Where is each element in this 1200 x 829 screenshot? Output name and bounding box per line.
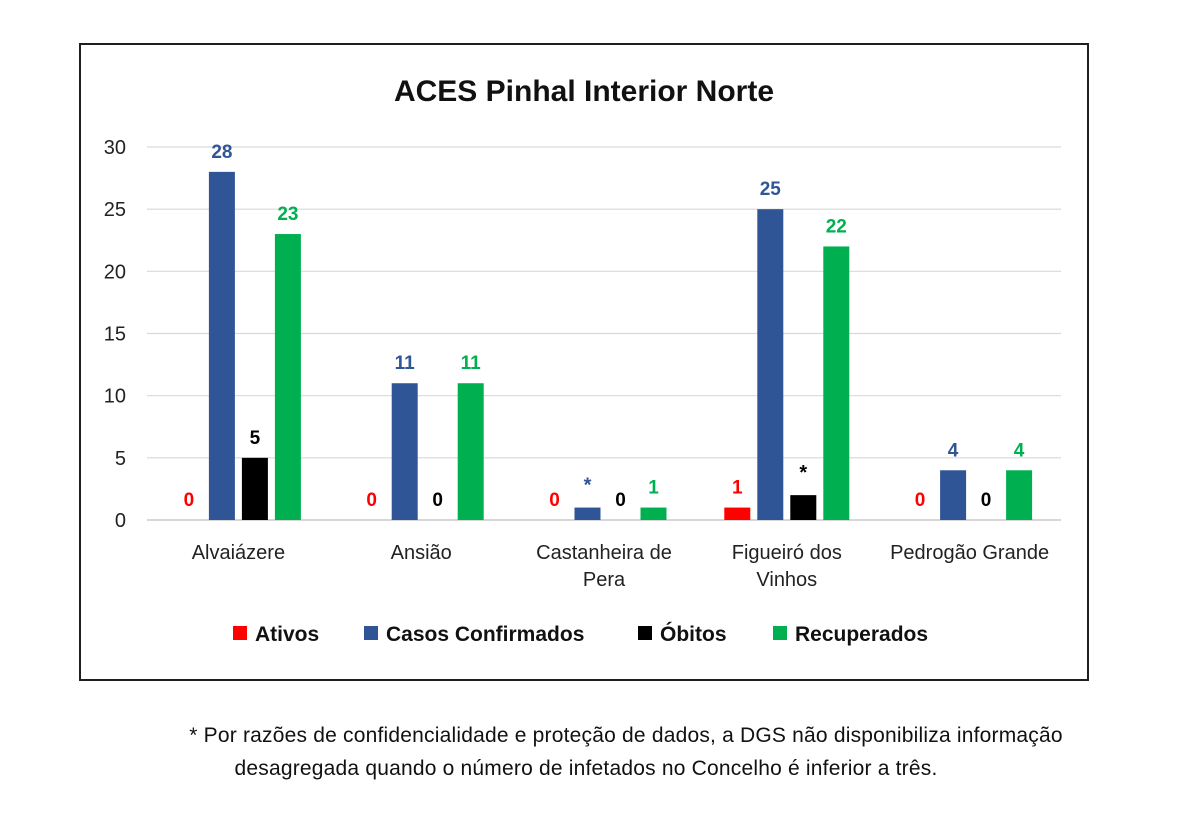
data-label: 0 [981,490,992,511]
bar-recuperados [823,246,850,520]
legend-swatch [364,626,378,640]
x-category-label: Castanheira de [536,542,672,564]
data-label: 1 [648,478,659,499]
data-label: 4 [1014,440,1025,461]
x-category-label: Alvaiázere [192,542,285,564]
data-label: 11 [461,353,482,374]
legend-swatch [638,626,652,640]
legend-label: Recuperados [795,623,928,646]
data-label: 23 [277,204,298,225]
data-label: 0 [615,490,626,511]
data-label: 0 [915,490,926,511]
legend-label: Óbitos [660,622,727,646]
legend-label: Ativos [255,623,319,646]
data-label: 0 [549,490,560,511]
bar-casos-confirmados [940,470,967,520]
y-tick-label: 0 [115,510,126,532]
bar-recuperados [274,234,301,521]
y-tick-label: 10 [104,386,126,408]
bar-casos-confirmados [574,507,601,520]
data-label: * [799,462,807,484]
data-label: 25 [760,179,782,200]
x-category-label: Pera [583,569,626,591]
data-label: 11 [395,353,416,374]
legend-swatch [233,626,247,640]
y-tick-label: 25 [104,199,126,221]
x-category-label: Figueiró dos [732,542,842,564]
data-label: 28 [211,142,232,163]
data-label: 0 [184,490,195,511]
x-category-label: Vinhos [756,569,817,591]
bar-recuperados [457,383,484,520]
data-label: 0 [432,490,443,511]
x-category-label: Pedrogão Grande [890,542,1049,564]
x-category-label: Ansião [391,542,452,564]
legend-label: Casos Confirmados [386,623,584,646]
data-label: 4 [948,440,959,461]
y-tick-label: 5 [115,448,126,470]
y-tick-label: 30 [104,137,126,159]
footnote-line-2: desagregada quando o número de infetados… [234,757,938,780]
y-tick-label: 20 [104,261,126,283]
bar-óbitos [790,495,817,520]
footnote-line-1: * Por razões de confidencialidade e prot… [189,724,1063,747]
chart-frame: ACES Pinhal Interior Norte 0 5 10 15 20 25 30 0 2… [79,43,1089,681]
y-tick-label: 15 [104,324,126,346]
data-label: 22 [826,216,847,237]
bar-óbitos [241,457,268,520]
bar-recuperados [640,507,667,520]
bar-casos-confirmados [208,171,235,520]
chart-title: ACES Pinhal Interior Norte [394,75,774,108]
bar-chart: ACES Pinhal Interior Norte05101520253002… [104,75,1061,646]
legend-swatch [773,626,787,640]
data-label: 0 [366,490,377,511]
data-label: 1 [732,478,743,499]
data-label: 5 [250,428,261,449]
bar-casos-confirmados [757,209,784,520]
data-label: * [584,475,592,497]
bar-casos-confirmados [391,383,418,520]
bar-recuperados [1006,470,1033,520]
bar-ativos [724,507,751,520]
